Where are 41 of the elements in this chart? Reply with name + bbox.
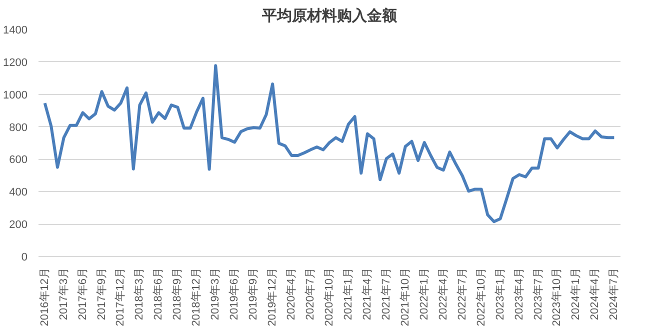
- x-tick-label: 2018年9月: [172, 267, 184, 320]
- y-tick-label: 1200: [3, 56, 28, 69]
- x-tick-label: 2020年10月: [324, 267, 336, 326]
- x-tick-label: 2023年7月: [532, 267, 544, 320]
- x-tick-label: 2020年7月: [304, 267, 317, 320]
- x-tick-label: 2021年1月: [342, 267, 354, 320]
- y-tick-label: 1000: [3, 89, 28, 102]
- y-tick-label: 200: [9, 219, 28, 232]
- x-tick-label: 2023年10月: [551, 267, 564, 326]
- y-tick-label: 400: [9, 186, 28, 199]
- x-tick-label: 2017年12月: [114, 267, 127, 326]
- chart-title: 平均原材料购入金额: [261, 6, 398, 24]
- x-tick-label: 2019年12月: [266, 267, 279, 326]
- x-tick-label: 2017年6月: [76, 267, 89, 320]
- x-tick-label: 2018年3月: [134, 267, 146, 320]
- x-tick-label: 2022年4月: [437, 267, 450, 320]
- x-tick-label: 2022年7月: [456, 267, 468, 320]
- x-tick-label: 2019年9月: [248, 267, 260, 320]
- x-tick-label: 2021年4月: [361, 267, 374, 320]
- x-tick-label: 2021年10月: [399, 267, 412, 326]
- x-tick-label: 2019年3月: [210, 267, 222, 320]
- x-tick-label: 2016年12月: [38, 267, 51, 326]
- y-tick-label: 0: [21, 252, 28, 264]
- x-tick-label: 2020年4月: [286, 267, 298, 320]
- line-series: [43, 64, 616, 224]
- x-tick-label: 2019年6月: [228, 267, 241, 320]
- x-tick-label: 2022年1月: [418, 267, 430, 320]
- x-tick-label: 2017年9月: [96, 267, 108, 320]
- x-tick-label: 2018年12月: [190, 267, 203, 326]
- y-tick-label: 600: [9, 154, 28, 166]
- x-tick-label: 2024年1月: [570, 267, 582, 320]
- x-tick-label: 2022年10月: [475, 267, 488, 326]
- y-tick-label: 800: [9, 122, 28, 134]
- y-tick-label: 1400: [3, 24, 28, 36]
- x-tick-label: 2017年3月: [58, 267, 70, 320]
- x-tick-label: 2018年6月: [152, 267, 165, 320]
- x-tick-label: 2024年7月: [608, 267, 620, 320]
- x-tick-label: 2024年4月: [589, 267, 602, 320]
- x-tick-label: 2023年1月: [494, 267, 506, 320]
- x-tick-label: 2023年4月: [513, 267, 526, 320]
- x-tick-label: 2021年7月: [380, 267, 392, 320]
